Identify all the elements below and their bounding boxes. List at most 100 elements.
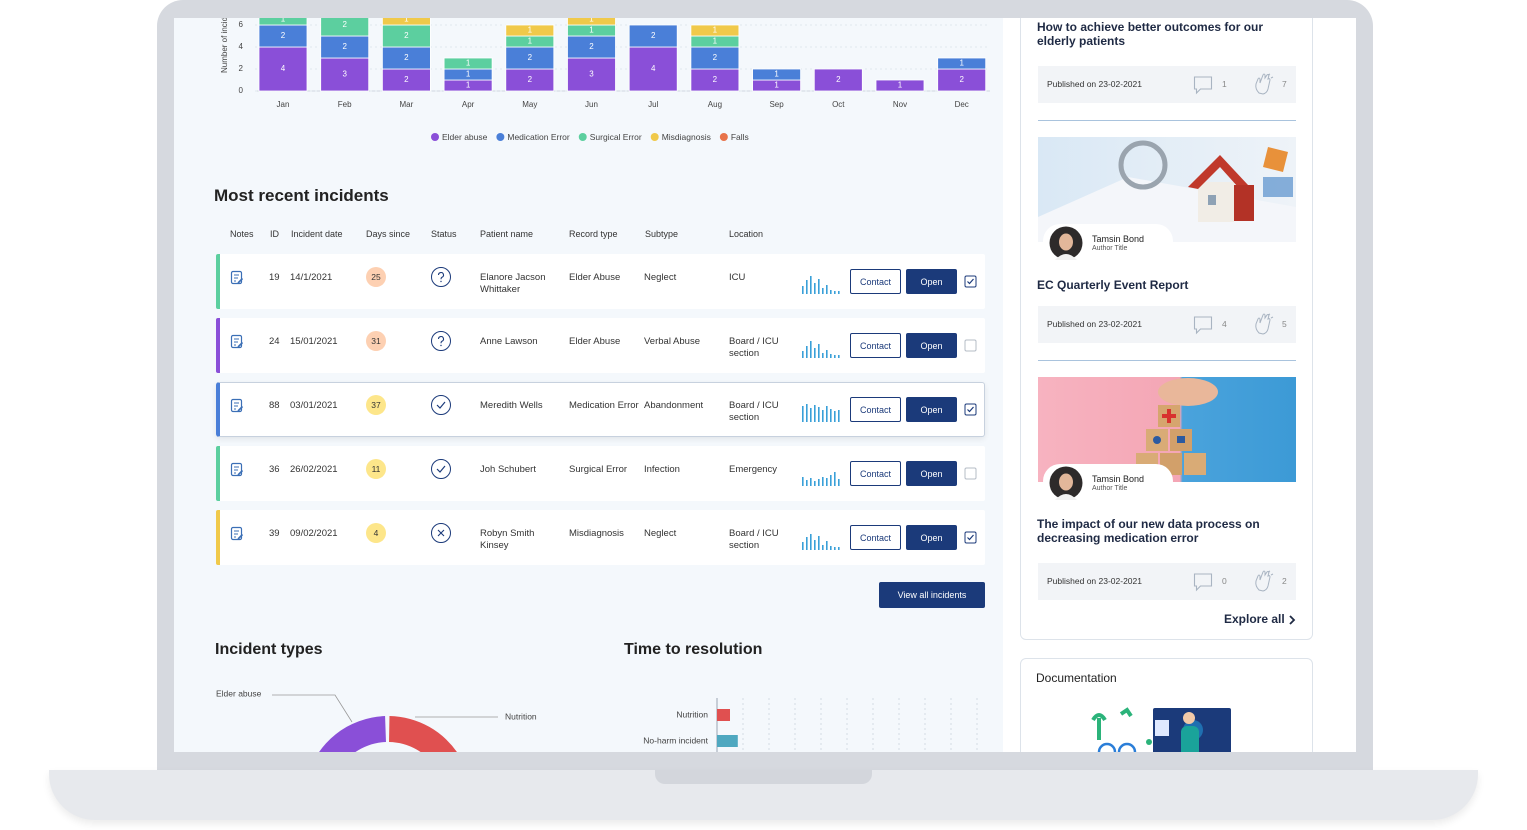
legend-label: Misdiagnosis — [662, 132, 711, 142]
contact-button[interactable]: Contact — [850, 269, 901, 294]
bar-segment — [381, 18, 431, 26]
row-checkbox[interactable] — [964, 403, 978, 422]
donut-label: Elder abuse — [216, 688, 262, 698]
legend-marker — [719, 133, 728, 141]
sparkline — [801, 274, 843, 301]
notes-icon-graphic — [230, 270, 244, 285]
x-tick-label: Feb — [338, 100, 352, 109]
legend-marker — [496, 133, 505, 141]
like-icon[interactable] — [1253, 313, 1275, 340]
notes-icon — [230, 462, 244, 483]
bar-value-label: 2 — [959, 75, 964, 84]
bar-value-label: 1 — [281, 18, 286, 24]
cell-text: 03/01/2021 — [290, 400, 338, 411]
legend-label: Falls — [731, 132, 749, 142]
row-checkbox[interactable] — [964, 275, 978, 294]
contact-button[interactable]: Contact — [850, 333, 901, 358]
row-checkbox-graphic — [964, 339, 977, 352]
donut-segment — [389, 716, 457, 752]
comment-icon[interactable] — [1193, 572, 1213, 597]
comment-icon[interactable] — [1193, 315, 1213, 340]
status-icon — [431, 523, 452, 549]
bar-value-label: 3 — [589, 70, 594, 79]
contact-button[interactable]: Contact — [850, 397, 901, 422]
x-tick-label: Nov — [893, 100, 907, 109]
documentation-card — [1020, 658, 1313, 752]
open-button[interactable]: Open — [906, 333, 957, 358]
like-icon[interactable] — [1253, 570, 1275, 597]
sparkline — [801, 338, 843, 365]
status-icon-graphic — [431, 331, 451, 351]
author-avatar — [1049, 466, 1083, 505]
y-axis-label: Number of incidents — [220, 18, 229, 73]
like-icon[interactable] — [1253, 73, 1275, 100]
cell-text: 19 — [269, 272, 280, 283]
bar-value-label: 1 — [898, 81, 903, 90]
x-tick-label: Jun — [585, 100, 598, 109]
bar-segment — [937, 57, 987, 70]
bar-segment — [443, 57, 493, 70]
comment-icon-graphic — [1193, 76, 1213, 95]
documentation-title: Documentation — [1036, 671, 1117, 685]
sparkline — [801, 530, 843, 557]
notes-icon — [230, 270, 244, 291]
row-checkbox[interactable] — [964, 467, 978, 486]
bar-segment — [320, 57, 370, 92]
cell-text: Anne Lawson — [480, 336, 538, 347]
days-badge: 11 — [366, 459, 386, 479]
column-header: Incident date — [291, 229, 343, 239]
cell-text: Elanore Jacson Whittaker — [480, 272, 546, 295]
cell-text: 26/02/2021 — [290, 464, 338, 475]
bar-value-label: 1 — [528, 26, 533, 35]
y-tick-label: No-harm incident — [643, 735, 708, 745]
article-title[interactable]: How to achieve better outcomes for our e… — [1037, 20, 1264, 48]
bar-value-label: 4 — [651, 64, 656, 73]
notes-icon-graphic — [230, 398, 244, 413]
legend-label: Medication Error — [507, 132, 570, 142]
meta-box — [1038, 66, 1296, 103]
cell-text: Verbal Abuse — [644, 336, 700, 347]
days-badge: 25 — [366, 267, 386, 287]
open-button[interactable]: Open — [906, 269, 957, 294]
days-badge: 37 — [366, 395, 386, 415]
cell-text: ICU — [729, 272, 746, 283]
contact-button[interactable]: Contact — [850, 461, 901, 486]
y-tick-label: 4 — [239, 42, 244, 51]
x-tick-label: Apr — [462, 100, 475, 109]
bar-value-label: 1 — [528, 37, 533, 46]
contact-button[interactable]: Contact — [850, 525, 901, 550]
row-checkbox[interactable] — [964, 531, 978, 550]
x-tick-label: Aug — [708, 100, 722, 109]
comment-icon[interactable] — [1193, 75, 1213, 100]
divider — [1038, 120, 1296, 121]
bar-value-label: 2 — [404, 31, 409, 40]
cell-text: Board / ICU section — [729, 528, 779, 551]
column-header: Location — [729, 229, 764, 239]
bar-value-label: 2 — [528, 53, 533, 62]
article-title[interactable]: EC Quarterly Event Report — [1037, 278, 1189, 292]
notes-icon-graphic — [230, 334, 244, 349]
cell-text: Board / ICU section — [729, 400, 779, 423]
y-tick-label: Nutrition — [676, 709, 708, 719]
author-title: Author Title — [1092, 245, 1128, 252]
article-title[interactable]: The impact of our new data process on de… — [1037, 517, 1260, 545]
sparkline-graphic — [802, 472, 840, 486]
section-title: Time to resolution — [624, 641, 763, 658]
bar-value-label: 2 — [713, 75, 718, 84]
explore-all-link[interactable]: Explore all — [1224, 612, 1285, 626]
cell-text: Misdiagnosis — [569, 528, 624, 539]
bar-value-label: 1 — [466, 70, 471, 79]
cell-text: 15/01/2021 — [290, 336, 338, 347]
open-button[interactable]: Open — [906, 461, 957, 486]
view-all-button[interactable]: View all incidents — [879, 582, 985, 608]
open-button[interactable]: Open — [906, 525, 957, 550]
open-button[interactable]: Open — [906, 397, 957, 422]
y-tick-label: 2 — [239, 64, 244, 73]
bar-value-label: 1 — [589, 18, 594, 24]
cell-text: Infection — [644, 464, 680, 475]
bar-value-label: 4 — [281, 64, 286, 73]
notes-icon — [230, 334, 244, 355]
status-icon-graphic — [431, 267, 451, 287]
row-checkbox[interactable] — [964, 339, 978, 358]
legend-marker — [650, 133, 659, 141]
